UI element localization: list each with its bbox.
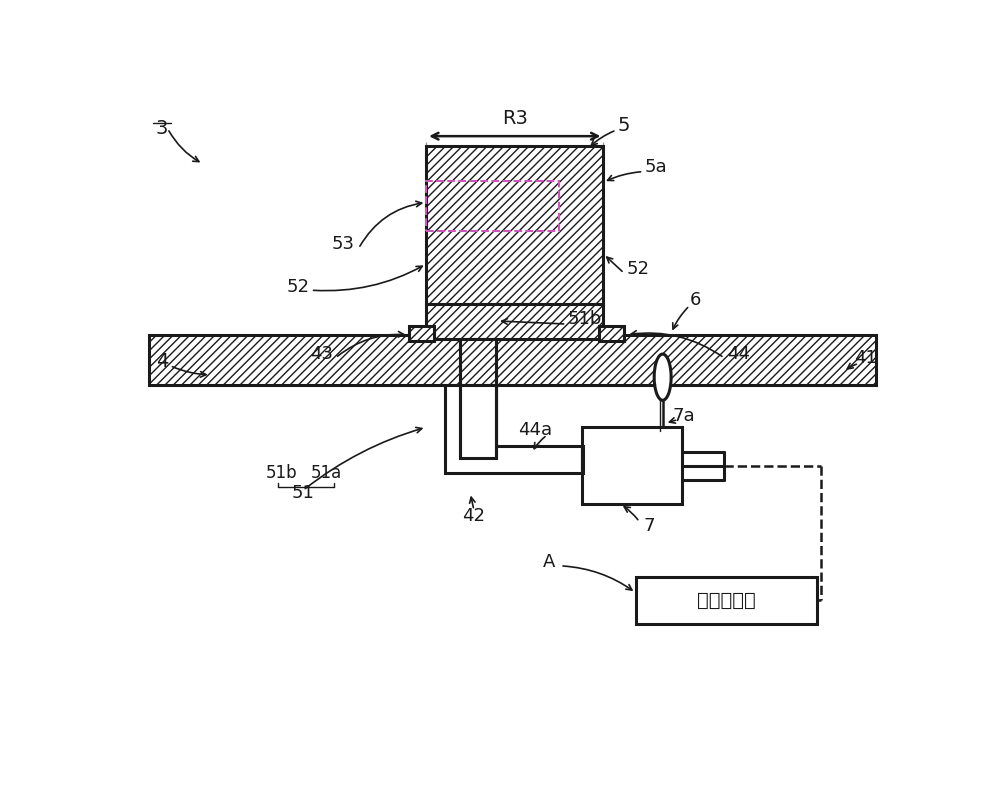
Ellipse shape xyxy=(654,354,671,400)
Text: 52: 52 xyxy=(287,278,310,296)
Bar xyxy=(409,325,434,341)
Text: 53: 53 xyxy=(332,235,355,253)
Text: 5: 5 xyxy=(618,116,630,135)
Text: 51: 51 xyxy=(292,484,314,501)
Polygon shape xyxy=(426,146,603,304)
Text: 52: 52 xyxy=(626,260,649,279)
Bar xyxy=(599,325,624,341)
Text: 41: 41 xyxy=(854,349,877,367)
Text: 51b: 51b xyxy=(568,311,602,328)
Polygon shape xyxy=(149,335,876,384)
Text: 7: 7 xyxy=(644,517,655,535)
Text: 42: 42 xyxy=(462,507,486,525)
Bar xyxy=(636,578,817,623)
Text: 44a: 44a xyxy=(519,421,553,438)
Text: 44: 44 xyxy=(727,345,750,363)
Polygon shape xyxy=(426,304,603,339)
Bar xyxy=(582,427,682,504)
Polygon shape xyxy=(445,384,582,473)
Text: A: A xyxy=(543,553,556,571)
Text: 7a: 7a xyxy=(672,407,695,425)
Text: 空气供给源: 空气供给源 xyxy=(697,591,756,610)
Text: 6: 6 xyxy=(690,292,701,309)
Bar xyxy=(460,384,496,458)
Bar xyxy=(582,446,583,473)
Text: 3: 3 xyxy=(156,119,168,138)
Text: 4: 4 xyxy=(156,352,168,372)
Text: 51b: 51b xyxy=(266,465,297,482)
Bar xyxy=(426,181,559,231)
Polygon shape xyxy=(460,339,496,454)
Text: 5a: 5a xyxy=(645,158,668,176)
Text: 43: 43 xyxy=(310,345,333,363)
Text: 51a: 51a xyxy=(311,465,342,482)
Text: R3: R3 xyxy=(502,110,528,128)
